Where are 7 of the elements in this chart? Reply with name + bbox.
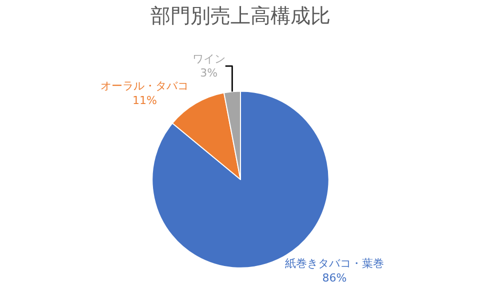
slice-label: ワイン [192,52,226,66]
slice-label: 紙巻きタバコ・葉巻 [284,257,384,270]
chart-title: 部門別売上高構成比 [150,4,330,28]
data-label: 86% [322,271,347,284]
data-label: 11% [132,94,157,108]
data-label: 3% [200,66,218,80]
slice-label: オーラル・タバコ [100,80,189,93]
